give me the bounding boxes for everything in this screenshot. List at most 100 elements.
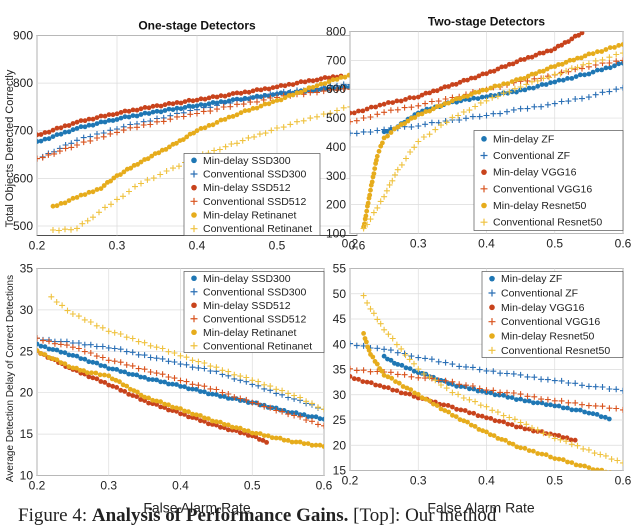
data-point xyxy=(510,370,517,377)
data-point xyxy=(110,366,116,372)
data-point xyxy=(309,414,315,420)
data-point xyxy=(194,415,199,421)
data-point xyxy=(57,341,64,348)
data-point xyxy=(506,88,513,95)
data-point xyxy=(506,414,513,421)
data-point xyxy=(476,427,482,432)
data-point xyxy=(568,437,574,443)
data-point xyxy=(163,168,170,174)
data-point xyxy=(350,110,353,116)
data-point xyxy=(431,88,436,94)
data-point xyxy=(78,118,84,123)
data-point xyxy=(386,181,393,188)
legend-marker xyxy=(489,275,495,282)
data-point xyxy=(350,340,353,347)
data-point xyxy=(62,226,68,233)
data-point xyxy=(374,111,381,118)
data-point xyxy=(340,104,347,111)
data-point xyxy=(569,407,575,413)
data-point xyxy=(360,115,367,121)
data-point xyxy=(214,106,220,113)
data-point xyxy=(75,313,82,320)
data-point xyxy=(404,385,410,391)
data-point xyxy=(450,404,455,410)
data-point xyxy=(225,368,232,375)
data-point xyxy=(385,133,390,139)
data-point xyxy=(74,126,80,131)
data-point xyxy=(111,358,118,365)
data-point xyxy=(574,64,581,71)
data-point xyxy=(198,413,203,418)
data-point xyxy=(472,103,479,110)
data-point xyxy=(594,412,600,417)
data-point xyxy=(423,90,429,96)
data-point xyxy=(186,386,191,392)
data-point xyxy=(598,414,604,420)
data-point xyxy=(254,105,260,111)
data-point xyxy=(130,107,136,113)
x-tick-label: 0.5 xyxy=(546,474,563,488)
data-point xyxy=(190,415,195,420)
data-point xyxy=(531,103,538,110)
data-point xyxy=(467,386,472,392)
data-point xyxy=(386,385,391,391)
data-point xyxy=(480,71,486,77)
data-point xyxy=(207,108,214,115)
data-point xyxy=(37,335,40,342)
data-point xyxy=(40,337,46,344)
data-point xyxy=(54,125,60,131)
data-point xyxy=(174,100,180,105)
data-point xyxy=(142,398,148,403)
data-point xyxy=(514,59,520,65)
data-point xyxy=(356,376,361,382)
series-markers xyxy=(350,292,623,471)
data-point xyxy=(286,81,292,87)
data-point xyxy=(202,418,207,424)
data-point xyxy=(81,316,88,323)
data-point xyxy=(51,340,58,347)
data-point xyxy=(243,396,250,403)
data-point xyxy=(353,117,360,124)
data-point xyxy=(374,127,381,134)
data-point xyxy=(489,407,496,414)
data-point xyxy=(66,123,72,128)
legend-marker xyxy=(481,136,487,142)
data-point xyxy=(603,47,609,52)
data-point xyxy=(201,360,208,366)
data-point xyxy=(603,65,609,71)
data-point xyxy=(541,50,546,56)
data-point xyxy=(253,431,259,436)
data-point xyxy=(150,397,156,403)
data-point xyxy=(202,96,208,102)
data-point xyxy=(524,105,531,112)
data-point xyxy=(483,367,490,374)
data-point xyxy=(219,367,226,374)
data-point xyxy=(556,433,562,438)
legend-marker xyxy=(480,218,488,226)
data-point xyxy=(66,364,72,370)
data-point xyxy=(245,428,251,434)
data-point xyxy=(154,108,160,114)
data-point xyxy=(285,438,291,443)
data-point xyxy=(195,364,202,371)
data-point xyxy=(484,415,489,421)
data-point xyxy=(422,121,429,128)
data-point xyxy=(305,441,311,446)
data-point xyxy=(81,368,86,373)
data-point xyxy=(320,111,327,118)
data-point xyxy=(529,78,535,85)
data-point xyxy=(200,108,207,115)
data-point xyxy=(422,375,429,382)
data-point xyxy=(499,437,505,442)
data-point xyxy=(372,166,378,172)
data-point xyxy=(180,137,186,142)
chart-title: Two-stage Detectors xyxy=(428,15,545,29)
data-point xyxy=(449,361,456,368)
data-point xyxy=(415,94,421,100)
data-point xyxy=(434,88,440,94)
legend-label: Conventional Retinanet xyxy=(203,223,312,235)
y-tick-label: 20 xyxy=(20,386,34,400)
data-point xyxy=(556,456,562,462)
data-point xyxy=(389,375,395,381)
data-point xyxy=(374,157,379,163)
